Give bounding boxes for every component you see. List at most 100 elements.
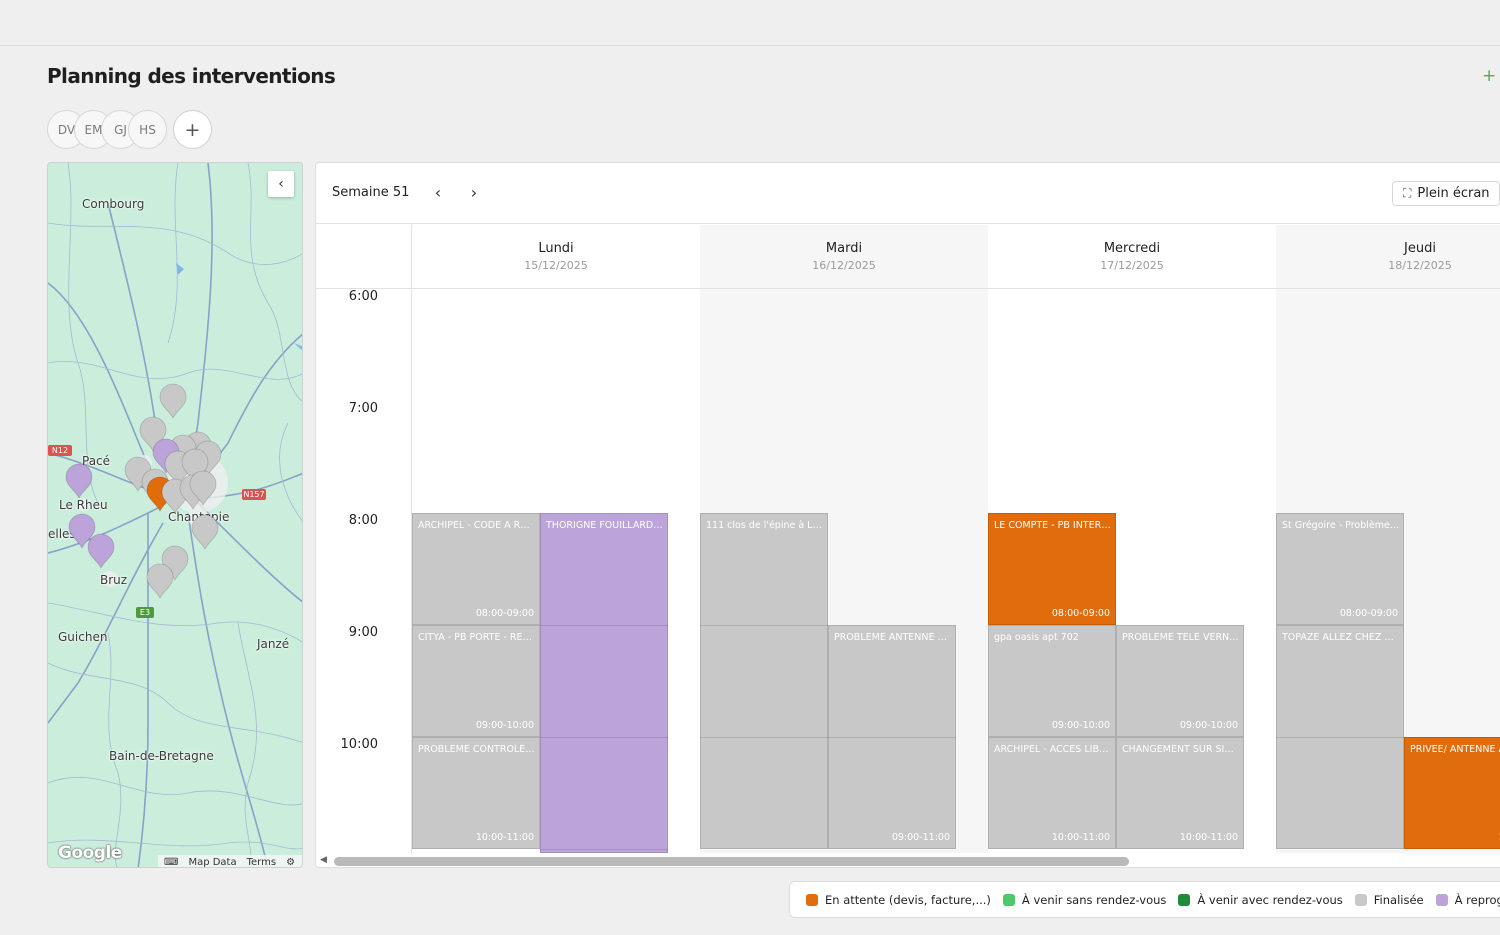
calendar-event[interactable]: PRIVEE/ ANTENNE A 10:00 <box>1404 737 1500 849</box>
calendar-event[interactable]: TOPAZE ALLEZ CHEZ GD... <box>1276 625 1404 849</box>
legend-label: À reprogrammer <box>1454 892 1500 907</box>
calendar-event[interactable]: PROBLEME TELE VERN - ... 09:00-10:00 <box>1116 625 1244 737</box>
google-logo: Google <box>58 843 122 863</box>
calendar-event[interactable]: PROBLEME ANTENNE BE... 09:00-11:00 <box>828 625 956 849</box>
event-title: St Grégoire - Problème... <box>1282 520 1399 531</box>
event-time: 09:00-11:00 <box>891 832 950 843</box>
map-place-label: Bain-de-Bretagne <box>109 749 214 763</box>
event-hour-divider <box>1276 737 1404 738</box>
event-time: 09:00-10:00 <box>1051 720 1110 731</box>
map-marker-grey[interactable] <box>159 383 187 419</box>
road-badge: N12 <box>48 445 72 456</box>
calendar-event[interactable]: PROBLEME CONTROLE A... 10:00-11:00 <box>412 737 540 849</box>
event-time: 08:00-09:00 <box>475 608 534 619</box>
day-header-thursday: Jeudi 18/12/2025 <box>1276 225 1500 289</box>
top-bar <box>0 0 1500 46</box>
map-markers[interactable] <box>48 163 303 868</box>
event-title: PROBLEME ANTENNE BE... <box>834 632 951 643</box>
map-marker-purple[interactable] <box>65 463 93 499</box>
day-header-monday: Lundi 15/12/2025 <box>412 225 700 289</box>
event-title: TOPAZE ALLEZ CHEZ GD... <box>1282 632 1399 643</box>
day-header-wednesday: Mercredi 17/12/2025 <box>988 225 1276 289</box>
time-label: 8:00 <box>348 513 378 528</box>
road-badge: E3 <box>136 607 154 618</box>
day-date: 17/12/2025 <box>1100 259 1164 272</box>
fullscreen-icon: ⛶ <box>1403 186 1412 200</box>
time-label: 6:00 <box>348 289 378 304</box>
map-place-label: Combourg <box>82 197 145 211</box>
event-title: THORIGNE FOUILLARD A... <box>546 520 663 531</box>
fullscreen-label: Plein écran <box>1417 186 1490 201</box>
day-date: 15/12/2025 <box>524 259 588 272</box>
event-hour-divider <box>540 737 668 738</box>
prev-week-button[interactable]: ‹ <box>434 182 442 202</box>
event-title: CITYA - PB PORTE - REN... <box>418 632 535 643</box>
calendar-event[interactable]: LE COMPTE - PB INTERP... 08:00-09:00 <box>988 513 1116 625</box>
add-technician-button[interactable]: + <box>173 110 212 149</box>
settings-icon[interactable]: ⚙ <box>286 856 296 868</box>
day-name: Mardi <box>825 241 863 256</box>
event-time: 10:00-11:00 <box>1179 832 1238 843</box>
map-marker-purple[interactable] <box>87 533 115 569</box>
fullscreen-button[interactable]: ⛶ Plein écran <box>1392 181 1500 206</box>
week-label: Semaine 51 <box>332 185 410 200</box>
calendar-event[interactable]: ARCHIPEL - CODE A REN... 08:00-09:00 <box>412 513 540 625</box>
event-hour-divider <box>828 737 956 738</box>
time-column-divider <box>411 225 412 867</box>
calendar-event[interactable]: 111 clos de l'épine à Laval <box>700 513 828 849</box>
legend-item: À venir avec rendez-vous <box>1178 893 1343 907</box>
map-marker-grey[interactable] <box>191 514 219 550</box>
add-intervention-button[interactable]: + <box>1482 66 1497 86</box>
event-title: gpa oasis apt 702 <box>994 632 1079 643</box>
time-label: 9:00 <box>348 625 378 640</box>
next-week-button[interactable]: › <box>470 182 478 202</box>
legend-color-swatch <box>1178 893 1191 906</box>
event-time: 09:00-10:00 <box>1179 720 1238 731</box>
event-title: ARCHIPEL - ACCES LIBR... <box>994 744 1111 755</box>
keyboard-icon[interactable]: ⌨ <box>164 856 179 868</box>
event-title: LE COMPTE - PB INTERP... <box>994 520 1111 531</box>
legend-label: En attente (devis, facture,...) <box>825 892 991 907</box>
terms-link[interactable]: Terms <box>246 856 277 868</box>
day-name: Mercredi <box>1103 241 1161 256</box>
status-legend: En attente (devis, facture,...) À venir … <box>789 881 1500 918</box>
map-place-label: Guichen <box>58 630 108 644</box>
map-place-label: elles <box>48 527 76 541</box>
calendar-event[interactable]: ARCHIPEL - ACCES LIBR... 10:00-11:00 <box>988 737 1116 849</box>
event-time: 08:00-09:00 <box>1051 608 1110 619</box>
horizontal-scrollbar[interactable]: ◀ <box>316 853 1500 867</box>
event-title: 111 clos de l'épine à Laval <box>706 520 823 531</box>
legend-label: À venir sans rendez-vous <box>1021 892 1167 907</box>
map-marker-purple[interactable] <box>68 513 96 549</box>
calendar-event[interactable]: CHANGEMENT SUR SITE ... 10:00-11:00 <box>1116 737 1244 849</box>
event-time: 10:00 <box>1499 832 1500 843</box>
event-hour-divider <box>540 625 668 626</box>
event-time: 09:00-10:00 <box>475 720 534 731</box>
calendar-toolbar: Semaine 51 ‹ › ⛶ Plein écran <box>316 163 1500 224</box>
page-title: Planning des interventions <box>47 64 336 88</box>
event-time: 10:00-11:00 <box>475 832 534 843</box>
scroll-left-icon[interactable]: ◀ <box>320 855 327 865</box>
calendar-event[interactable]: gpa oasis apt 702 09:00-10:00 <box>988 625 1116 737</box>
legend-item: À reprogrammer <box>1435 892 1500 907</box>
scrollbar-thumb[interactable] <box>334 857 1129 866</box>
legend-color-swatch <box>1435 893 1448 906</box>
map-collapse-button[interactable]: ‹ <box>268 171 294 197</box>
event-title: CHANGEMENT SUR SITE ... <box>1122 744 1239 755</box>
map-marker-grey[interactable] <box>146 563 174 599</box>
map-panel[interactable]: Combourg Pacé Le Rheu elles Chantepie Br… <box>47 162 303 868</box>
calendar-event[interactable]: St Grégoire - Problème... 08:00-09:00 <box>1276 513 1404 625</box>
legend-label: Finalisée <box>1373 892 1424 907</box>
map-place-label: Le Rheu <box>59 498 108 512</box>
time-label: 10:00 <box>340 737 378 752</box>
legend-color-swatch <box>1002 893 1015 906</box>
avatar[interactable]: HS <box>128 110 167 149</box>
event-hour-divider <box>700 737 828 738</box>
calendar-event[interactable]: CITYA - PB PORTE - REN... 09:00-10:00 <box>412 625 540 737</box>
calendar-event[interactable]: THORIGNE FOUILLARD A... <box>540 513 668 853</box>
road-badge: N157 <box>242 489 266 500</box>
day-date: 18/12/2025 <box>1388 259 1452 272</box>
technician-avatars: DV EM GJ HS + <box>47 110 217 150</box>
map-marker-grey[interactable] <box>189 470 217 506</box>
map-data-link[interactable]: Map Data <box>188 856 237 868</box>
